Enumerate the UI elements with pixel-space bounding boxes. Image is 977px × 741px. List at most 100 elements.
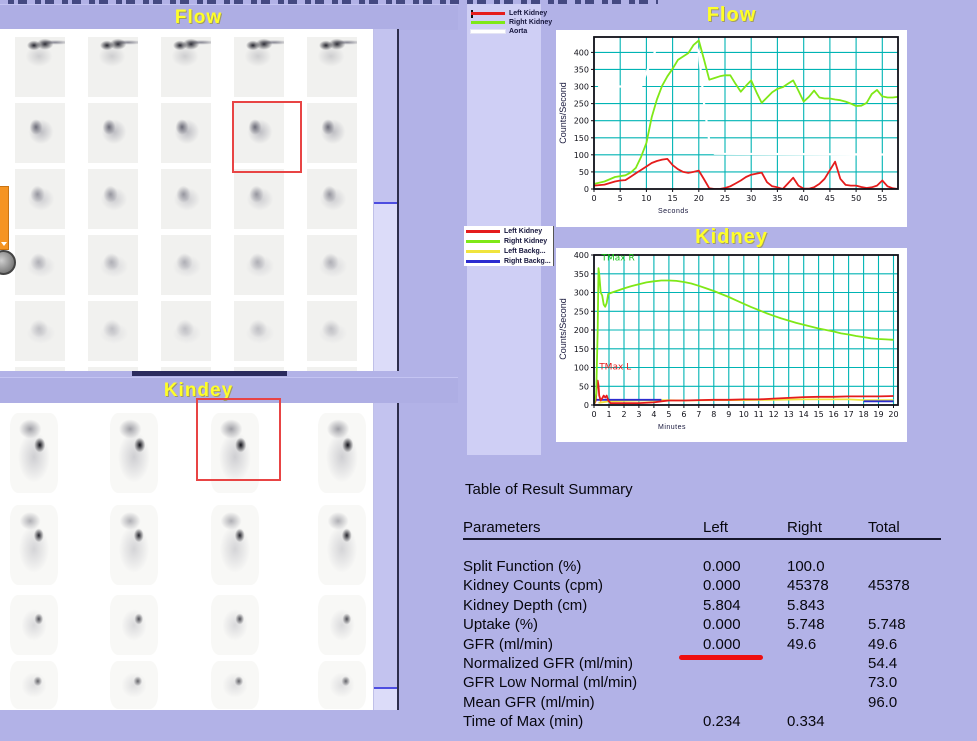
flow-panel-header: Flow xyxy=(0,4,458,30)
flow-scan-frame[interactable] xyxy=(15,367,65,371)
table-row: Normalized GFR (ml/min) 54.4 xyxy=(463,654,941,673)
edge-slide-tab[interactable] xyxy=(0,186,9,250)
cell-total: 96.0 xyxy=(868,693,898,711)
svg-text:350: 350 xyxy=(574,270,589,279)
flow-scan-frame[interactable] xyxy=(161,103,211,163)
kidney-scan-frame[interactable] xyxy=(318,413,366,493)
kidney-scan-frame[interactable] xyxy=(110,505,158,585)
legend-swatch xyxy=(470,29,506,34)
kidney-scan-frame[interactable] xyxy=(10,661,58,709)
flow-scan-frame[interactable] xyxy=(88,235,138,295)
kidney-chart-ylabel: Counts/Second xyxy=(558,298,568,360)
svg-text:350: 350 xyxy=(574,65,589,74)
flow-scan-frame[interactable] xyxy=(15,103,65,163)
flow-scan-frame[interactable] xyxy=(88,367,138,371)
svg-text:20: 20 xyxy=(888,410,898,419)
table-row: GFR (ml/min) 0.000 49.6 49.6 xyxy=(463,635,941,654)
kidney-scan-frame[interactable] xyxy=(211,505,259,585)
table-row: Time of Max (min) 0.234 0.334 xyxy=(463,712,941,731)
kidney-scan-frame[interactable] xyxy=(211,661,259,709)
svg-text:20: 20 xyxy=(694,194,704,203)
flow-scan-frame[interactable] xyxy=(307,37,357,97)
cell-total: 49.6 xyxy=(868,635,898,653)
flow-scan-frame[interactable] xyxy=(88,169,138,229)
cell-param: Kidney Depth (cm) xyxy=(463,596,588,614)
kidney-scan-frame[interactable] xyxy=(110,413,158,493)
flow-scan-frame[interactable] xyxy=(15,301,65,361)
kidney-scan-frame[interactable] xyxy=(318,595,366,655)
svg-text:45: 45 xyxy=(825,194,835,203)
flow-scan-frame[interactable] xyxy=(307,103,357,163)
flow-scan-frame[interactable] xyxy=(88,37,138,97)
flow-scan-frame[interactable] xyxy=(234,169,284,229)
cell-right: 5.748 xyxy=(787,616,825,634)
flow-scan-frame[interactable] xyxy=(15,169,65,229)
flow-scan-frame[interactable] xyxy=(161,367,211,371)
svg-text:250: 250 xyxy=(574,100,589,109)
cell-param: Normalized GFR (ml/min) xyxy=(463,654,634,672)
flow-selected-frame-outline xyxy=(232,101,302,173)
kidney-vertical-scrollbar[interactable] xyxy=(373,403,397,710)
svg-text:50: 50 xyxy=(579,168,589,177)
flow-scan-frame[interactable] xyxy=(234,235,284,295)
kidney-scan-frame[interactable] xyxy=(10,413,58,493)
flow-scan-frame[interactable] xyxy=(234,103,284,163)
flow-scan-frame[interactable] xyxy=(15,37,65,97)
kidney-scan-frame[interactable] xyxy=(110,661,158,709)
gfr-left-highlight-underline xyxy=(679,655,763,660)
flow-scan-frame[interactable] xyxy=(307,301,357,361)
svg-text:55: 55 xyxy=(877,194,887,203)
flow-scan-frame[interactable] xyxy=(307,367,357,371)
flow-scan-frame[interactable] xyxy=(15,235,65,295)
cell-right: 49.6 xyxy=(787,635,817,653)
flow-scan-frame[interactable] xyxy=(88,301,138,361)
kidney-scan-frame[interactable] xyxy=(110,595,158,655)
flow-scan-frame[interactable] xyxy=(307,169,357,229)
legend-label: Right Backg... xyxy=(504,257,551,265)
svg-text:TMax R: TMax R xyxy=(601,254,635,264)
svg-text:8: 8 xyxy=(711,410,716,419)
flow-chart-legend: Left Kidney Right Kidney Aorta xyxy=(470,9,552,36)
table-row: Kidney Counts (cpm) 0.000 45378 45378 xyxy=(463,576,941,595)
flow-scan-frame[interactable] xyxy=(234,37,284,97)
svg-text:14: 14 xyxy=(799,410,809,419)
cell-left: 0.000 xyxy=(703,558,741,575)
cell-total: 45378 xyxy=(868,577,910,595)
legend-item: Left Kidney xyxy=(464,226,554,236)
flow-scan-frame[interactable] xyxy=(88,103,138,163)
table-row: Split Function (%) 0.000 100.0 xyxy=(463,557,941,576)
kidney-scan-frame[interactable] xyxy=(211,595,259,655)
flow-scan-frame[interactable] xyxy=(234,301,284,361)
kidney-panel-header: Kindey xyxy=(0,377,458,403)
svg-text:TMax L: TMax L xyxy=(598,362,631,372)
flow-scrollbar-thumb[interactable] xyxy=(374,29,397,204)
flow-scan-frame[interactable] xyxy=(307,235,357,295)
svg-text:25: 25 xyxy=(720,194,730,203)
legend-item: Left Kidney xyxy=(471,9,552,18)
svg-text:100: 100 xyxy=(574,151,589,160)
cell-right: 5.843 xyxy=(787,596,825,614)
svg-text:300: 300 xyxy=(574,289,589,298)
flow-vertical-scrollbar[interactable] xyxy=(373,29,397,371)
kidney-scan-frame[interactable] xyxy=(10,595,58,655)
svg-text:19: 19 xyxy=(873,410,883,419)
kidney-scan-frame[interactable] xyxy=(318,505,366,585)
flow-horizontal-scrollbar[interactable] xyxy=(132,371,287,376)
svg-text:12: 12 xyxy=(769,410,779,419)
cell-right: 0.334 xyxy=(787,713,825,731)
svg-text:13: 13 xyxy=(784,410,794,419)
kidney-scan-frame[interactable] xyxy=(10,505,58,585)
kidney-chart: Counts/Second 0 1 2 3 4 5 6 7 8 9 10 11 12 13 14 15 16 17… xyxy=(556,248,907,442)
kidney-scrollbar-thumb[interactable] xyxy=(374,403,397,689)
flow-scan-frame[interactable] xyxy=(234,367,284,371)
flow-scan-frame[interactable] xyxy=(161,169,211,229)
cell-right: 100.0 xyxy=(787,558,825,575)
flow-scan-frame[interactable] xyxy=(161,37,211,97)
cell-right xyxy=(787,673,868,692)
edge-knob-button[interactable] xyxy=(0,250,16,275)
legend-swatch xyxy=(466,249,500,253)
kidney-scan-frame[interactable] xyxy=(318,661,366,709)
flow-scan-frame[interactable] xyxy=(161,235,211,295)
flow-scan-frame[interactable] xyxy=(161,301,211,361)
svg-text:40: 40 xyxy=(799,194,809,203)
